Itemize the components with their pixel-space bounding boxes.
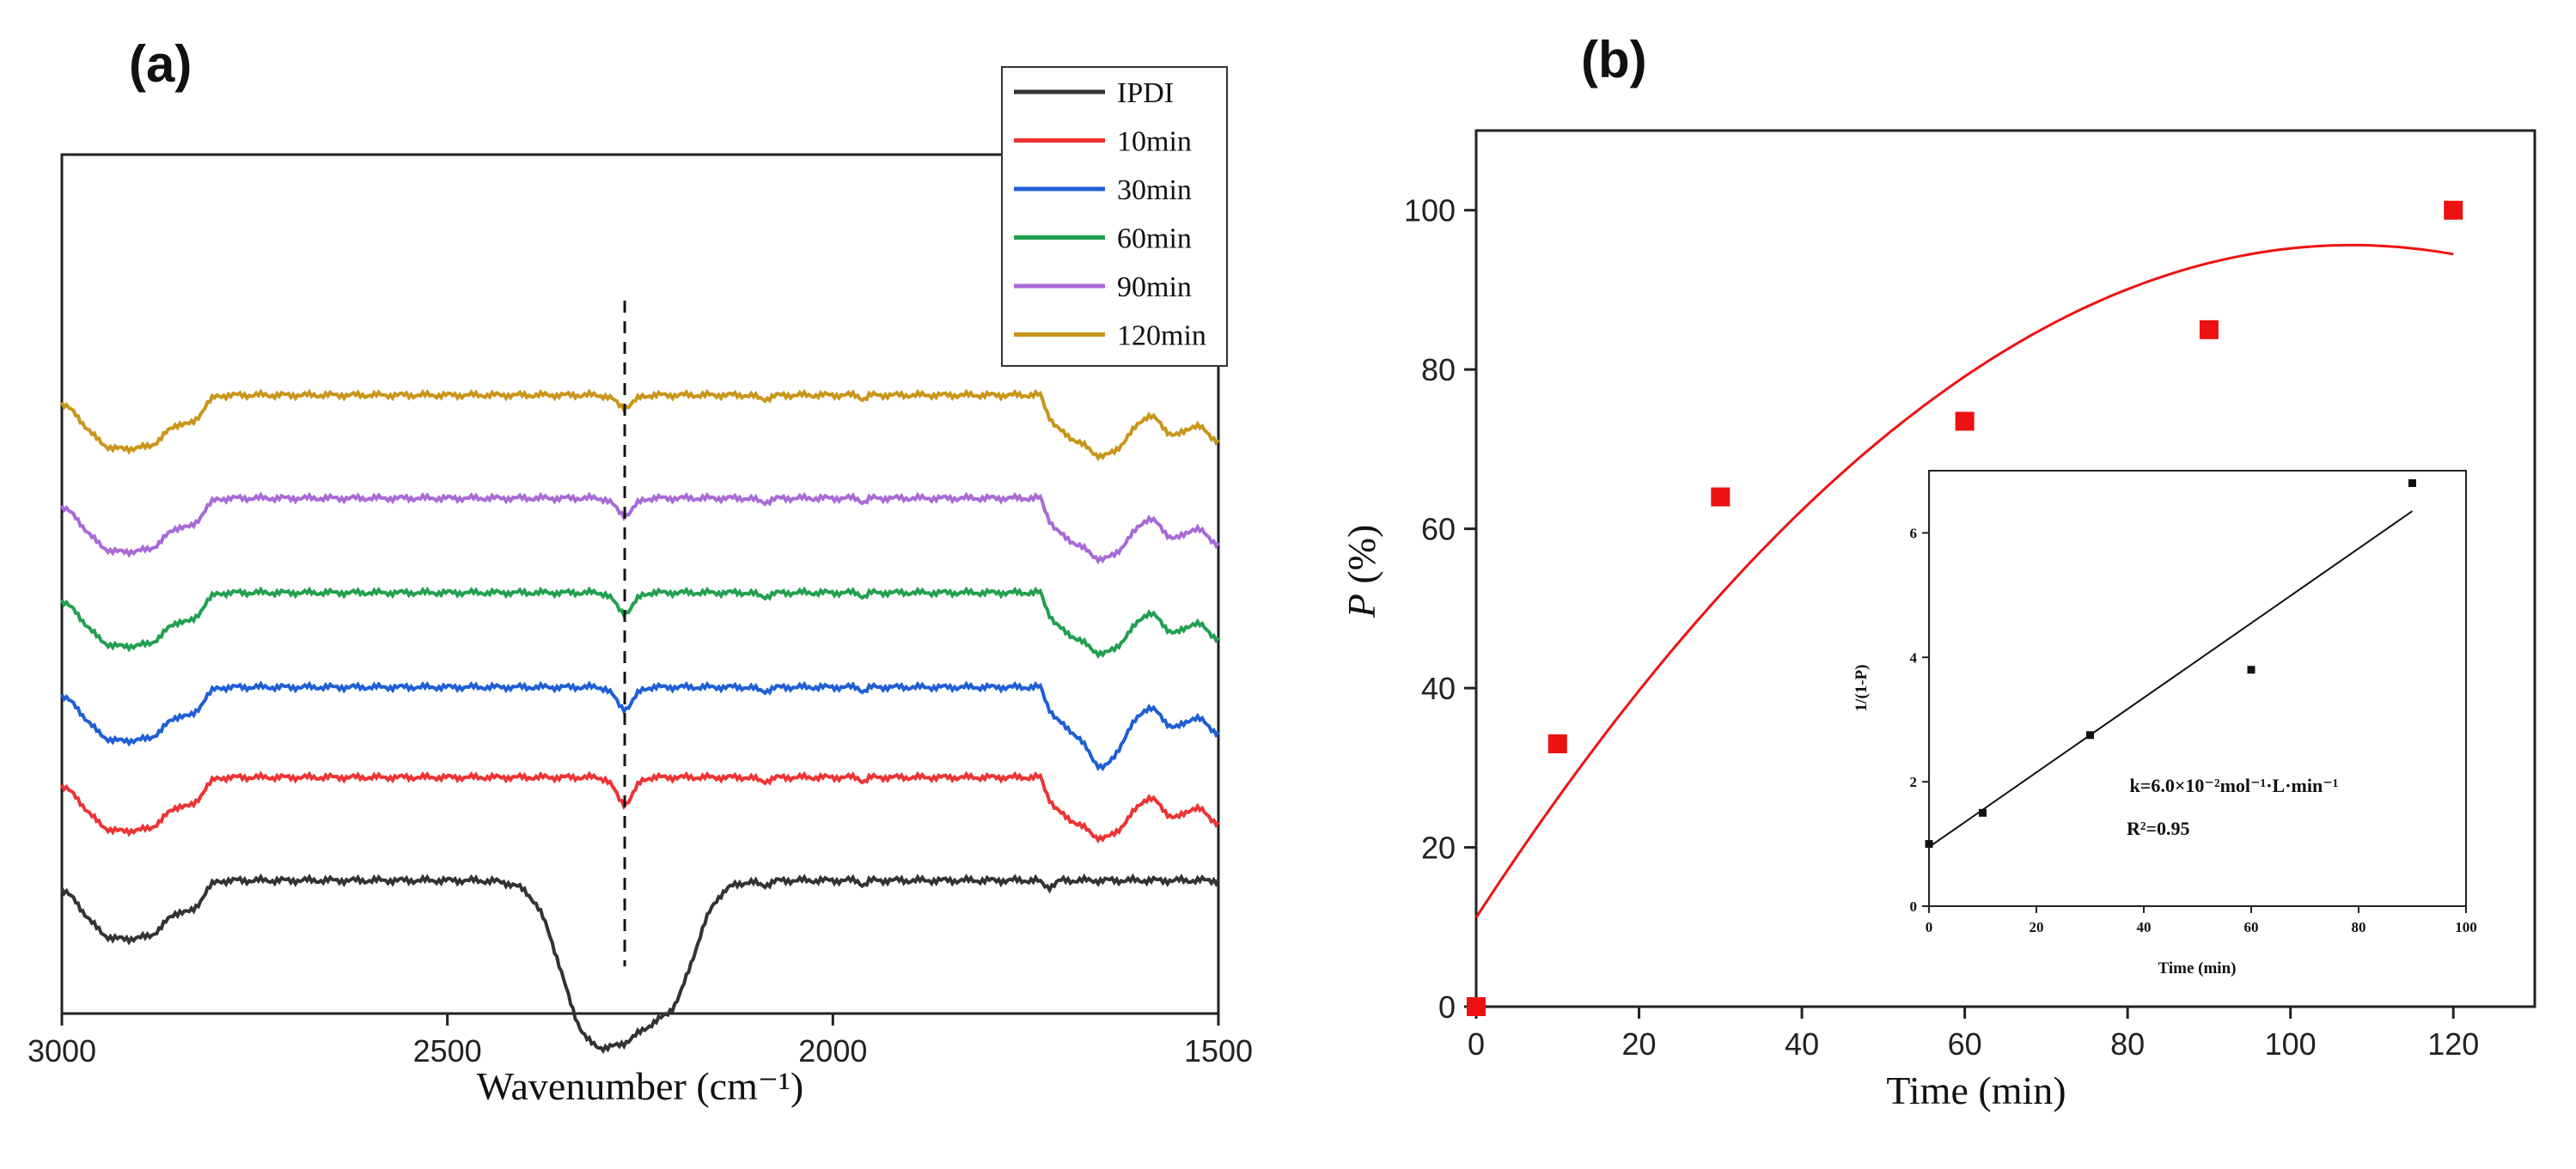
inset-frame: [1928, 470, 2467, 907]
panel-a-spectra: [60, 388, 1220, 1054]
inset-x-tick-label: 80: [2352, 919, 2366, 935]
panel-b-y-tick-label: 40: [1421, 671, 1456, 706]
inset-x-tick-label: 20: [2030, 919, 2044, 935]
panel-b-inset: 0 20 40 60 80 100 0 2 4 6 Time (min) 1/(1-P) k=6.…: [1853, 470, 2477, 977]
panel-a-label: (a): [129, 35, 192, 93]
legend-entry: IPDI: [1117, 77, 1174, 109]
panel-b-x-tick-label: 0: [1468, 1026, 1485, 1062]
inset-y-axis-label: 1/(1-P): [1853, 665, 1871, 712]
panel-b-fit-curve: [1474, 243, 2454, 918]
panel-b-x-tick-label: 20: [1622, 1026, 1657, 1062]
inset-y-tick-label: 6: [1910, 525, 1918, 541]
panel-b-label: (b): [1581, 31, 1647, 88]
inset-data-point: [2247, 666, 2256, 674]
panel-b-y-axis-label: P (%): [1340, 525, 1383, 619]
panel-b-y-label-unit: (%): [1340, 525, 1383, 594]
inset-y-tick-label: 4: [1910, 649, 1918, 666]
panel-a-legend: IPDI 10min 30min 60min 90min 120min: [1001, 66, 1228, 367]
data-point-square: [1467, 997, 1486, 1016]
panel-b-x-tick-label: 120: [2427, 1026, 2479, 1062]
panel-a-x-tick-label: 1500: [1184, 1033, 1253, 1069]
data-point-square: [1711, 487, 1731, 507]
panel-b-x-tick-label: 60: [1948, 1026, 1982, 1062]
inset-ticks: 0 20 40 60 80 100 0 2 4 6: [1910, 525, 2477, 935]
panel-b-frame: [1474, 129, 2536, 1008]
inset-data-point: [1925, 840, 1933, 849]
spectrum-line: [60, 388, 1220, 462]
inset-y-tick-label: 2: [1910, 774, 1918, 790]
inset-data-point: [2408, 478, 2416, 487]
panel-b-y-tick-label: 0: [1438, 989, 1456, 1025]
panel-a-chart: (a) 3000 2500 2000 1500 Wavenumber (cm⁻¹) I…: [27, 35, 1253, 1108]
inset-x-tick-label: 100: [2455, 919, 2477, 935]
panel-a-x-tick-label: 2000: [798, 1033, 867, 1069]
panel-a-x-ticks: 3000 2500 2000 1500: [27, 1014, 1253, 1069]
inset-y-tick-label: 0: [1910, 898, 1918, 915]
panel-b-y-tick-label: 80: [1421, 352, 1456, 387]
inset-x-tick-label: 0: [1926, 919, 1933, 935]
panel-b-data-points: [1467, 200, 2463, 1016]
inset-rate-constant: k=6.0×10⁻²mol⁻¹·L·min⁻¹: [2130, 775, 2339, 796]
panel-a-x-axis-label: Wavenumber (cm⁻¹): [477, 1064, 804, 1108]
panel-a-frame: [60, 153, 1220, 1015]
panel-b-y-tick-label: 100: [1404, 193, 1456, 228]
spectrum-line: [60, 491, 1220, 565]
inset-r-squared: R²=0.95: [2127, 818, 2190, 839]
panel-b-x-tick-label: 40: [1785, 1026, 1819, 1062]
panel-a-x-tick-label: 2500: [413, 1033, 482, 1069]
panel-a-x-tick-label: 3000: [27, 1033, 96, 1069]
inset-x-axis-label: Time (min): [2158, 959, 2237, 977]
inset-x-tick-label: 60: [2244, 919, 2259, 935]
panel-b-y-label-italic: P: [1340, 594, 1383, 618]
data-point-square: [1547, 734, 1567, 753]
panel-b-x-axis-label: Time (min): [1886, 1069, 2066, 1112]
spectrum-line: [60, 586, 1220, 660]
inset-x-tick-label: 40: [2137, 919, 2152, 935]
legend-entry: 90min: [1117, 271, 1192, 303]
legend-entry: 120min: [1117, 320, 1206, 352]
inset-data-point: [1979, 808, 1987, 817]
inset-data-points: [1925, 478, 2416, 849]
panel-b-x-tick-label: 100: [2265, 1026, 2317, 1062]
data-point-square: [2199, 320, 2219, 339]
panel-b-y-tick-label: 20: [1421, 831, 1456, 866]
legend-entry: 30min: [1117, 174, 1192, 206]
spectrum-line: [60, 873, 1220, 1054]
inset-data-point: [2086, 731, 2094, 740]
data-point-square: [2444, 200, 2463, 220]
spectrum-line: [60, 770, 1220, 844]
legend-entry: 60min: [1117, 223, 1192, 255]
legend-entry: 10min: [1117, 126, 1192, 158]
panel-b-x-tick-label: 80: [2110, 1026, 2145, 1062]
legend-box: [1001, 66, 1228, 367]
inset-fit-line: [1928, 510, 2414, 849]
panel-b-y-tick-label: 60: [1421, 512, 1456, 547]
data-point-square: [1955, 411, 1975, 431]
spectrum-line: [60, 680, 1220, 772]
